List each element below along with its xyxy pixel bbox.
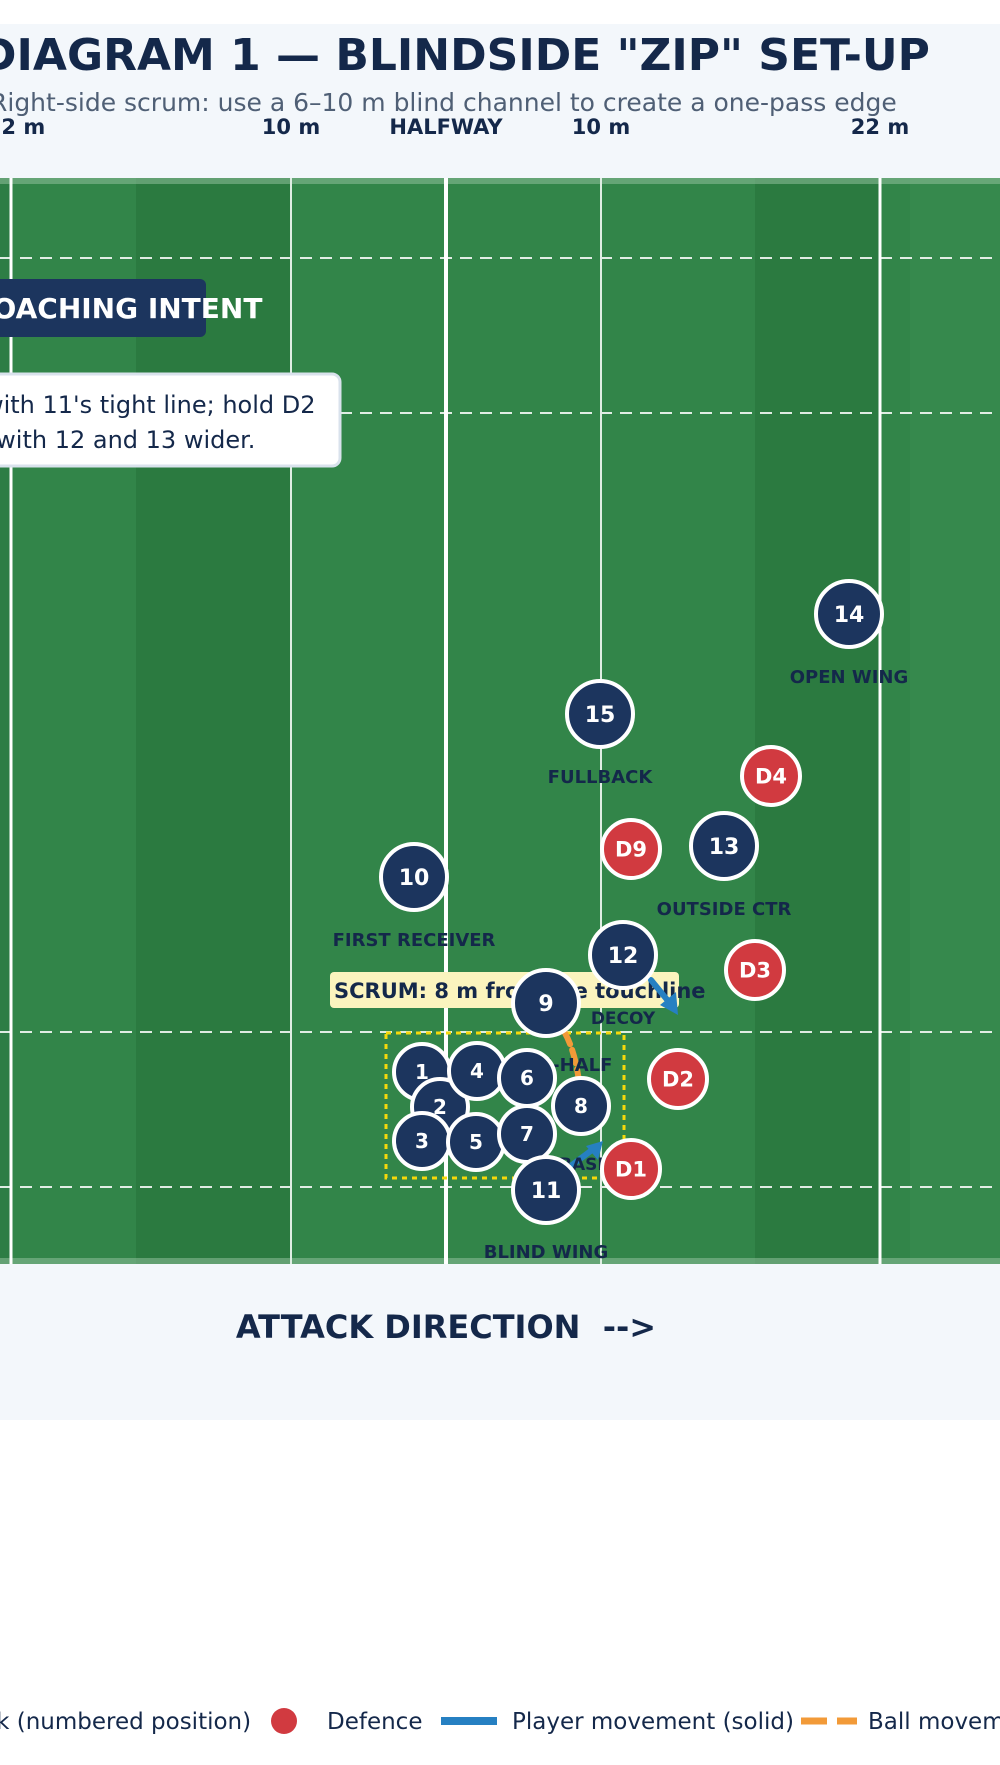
- attack-player-11-circle: [511, 1155, 581, 1225]
- attack-player-11-label: 11: [531, 1179, 562, 1204]
- label-22m-left: 22 m: [0, 115, 45, 139]
- attack-player-8-circle: [551, 1076, 611, 1136]
- role-label-12: DECOY: [591, 1009, 656, 1029]
- attack-player-9-label: 9: [538, 992, 553, 1017]
- attack-player-14: 14: [814, 579, 884, 649]
- attack-player-8-label: 8: [574, 1094, 588, 1118]
- attack-player-4-label: 4: [470, 1059, 484, 1083]
- coaching-note-line2: and D3 with 12 and 13 wider.: [0, 426, 255, 454]
- coaching-badge-text: COACHING INTENT: [0, 292, 262, 325]
- defender-d1-label: D1: [615, 1158, 647, 1182]
- defender-d1-circle: [600, 1138, 662, 1200]
- attack-player-15: 15: [565, 679, 635, 749]
- legend-attack-label: Attack (numbered position): [0, 1709, 251, 1735]
- pitch-stripe-3: [755, 178, 879, 1264]
- defender-d2: D2: [647, 1048, 709, 1110]
- legend-ball-movement-label: Ball movement (dashed): [868, 1709, 1000, 1735]
- attack-player-6-label: 6: [520, 1066, 534, 1090]
- attack-player-3: 3: [392, 1111, 452, 1171]
- defender-d4: D4: [740, 745, 802, 807]
- attack-player-9: 9: [511, 968, 581, 1038]
- attack-player-15-label: 15: [585, 703, 616, 728]
- role-label-11: BLIND WING: [484, 1242, 609, 1263]
- attack-player-14-label: 14: [834, 603, 865, 628]
- legend: Attack (numbered position) Defence Playe…: [0, 1708, 1000, 1735]
- label-10m-right: 10 m: [572, 115, 630, 139]
- legend-player-movement-swatch: [441, 1717, 497, 1725]
- pitch-bottom-edge: [0, 1258, 1000, 1264]
- defender-d9-circle: [600, 818, 662, 880]
- coaching-note-box: [0, 372, 342, 468]
- defender-d3: D3: [724, 939, 786, 1001]
- defender-d1: D1: [600, 1138, 662, 1200]
- attack-player-10-label: 10: [399, 866, 430, 891]
- attack-player-13: 13: [689, 811, 759, 881]
- attack-player-8: 8: [551, 1076, 611, 1136]
- pitch-top-edge: [0, 178, 1000, 184]
- player-run-arrowhead-11: [586, 1141, 603, 1160]
- attack-player-7-label: 7: [520, 1122, 534, 1146]
- attack-player-12: 12: [588, 920, 658, 990]
- defender-d9-label: D9: [615, 838, 647, 862]
- defender-d9: D9: [600, 818, 662, 880]
- attack-player-12-circle: [588, 920, 658, 990]
- attack-player-4: 4: [447, 1041, 507, 1101]
- defender-d3-label: D3: [739, 959, 771, 983]
- attack-player-3-label: 3: [415, 1129, 429, 1153]
- coaching-badge-bg: [0, 279, 206, 337]
- role-label-15: FULLBACK: [548, 767, 654, 788]
- attack-player-12-label: 12: [608, 944, 639, 969]
- legend-defence-label: Defence: [327, 1709, 422, 1735]
- attack-player-14-circle: [814, 579, 884, 649]
- diagram-subtitle: Right-side scrum: use a 6–10 m blind cha…: [0, 88, 897, 117]
- attack-player-5: 5: [446, 1112, 506, 1172]
- attack-player-15-circle: [565, 679, 635, 749]
- defender-d4-label: D4: [755, 765, 787, 789]
- scrum-zone: [384, 1031, 626, 1180]
- attack-player-13-label: 13: [709, 835, 740, 860]
- attack-player-10-circle: [379, 842, 449, 912]
- attack-direction-label: ATTACK DIRECTION -->: [236, 1308, 656, 1346]
- role-label-10: FIRST RECEIVER: [333, 930, 496, 951]
- role-label-13: OUTSIDE CTR: [657, 899, 792, 920]
- role-label-14: OPEN WING: [790, 667, 909, 688]
- legend-defence-swatch: [271, 1708, 297, 1734]
- attack-player-1-label: 1: [415, 1060, 429, 1084]
- player-run-arrowhead-12: [660, 992, 678, 1015]
- scrum-label-bg: [330, 972, 679, 1008]
- attack-player-11: 11: [511, 1155, 581, 1225]
- defender-d2-circle: [647, 1048, 709, 1110]
- pitch: [0, 178, 1000, 1264]
- label-22m-right: 22 m: [851, 115, 909, 139]
- defender-d2-label: D2: [662, 1068, 694, 1092]
- attack-player-2-label: 2: [433, 1095, 447, 1119]
- attack-player-6: 6: [497, 1048, 557, 1108]
- pitch-stripe-4: [910, 178, 1000, 1264]
- attack-player-9-circle: [511, 968, 581, 1038]
- label-halfway: HALFWAY: [389, 115, 503, 139]
- diagram-title: DIAGRAM 1 — BLINDSIDE "ZIP" SET-UP: [0, 30, 930, 81]
- defender-d3-circle: [724, 939, 786, 1001]
- coaching-note-line1: Fix D1 with 11's tight line; hold D2: [0, 391, 316, 419]
- attack-player-10: 10: [379, 842, 449, 912]
- label-10m-left: 10 m: [262, 115, 320, 139]
- attack-player-5-label: 5: [469, 1130, 483, 1154]
- attack-player-7: 7: [497, 1104, 557, 1164]
- pitch-stripe-2: [136, 178, 291, 1264]
- defender-d4-circle: [740, 745, 802, 807]
- attack-player-13-circle: [689, 811, 759, 881]
- legend-player-movement-label: Player movement (solid): [512, 1709, 794, 1735]
